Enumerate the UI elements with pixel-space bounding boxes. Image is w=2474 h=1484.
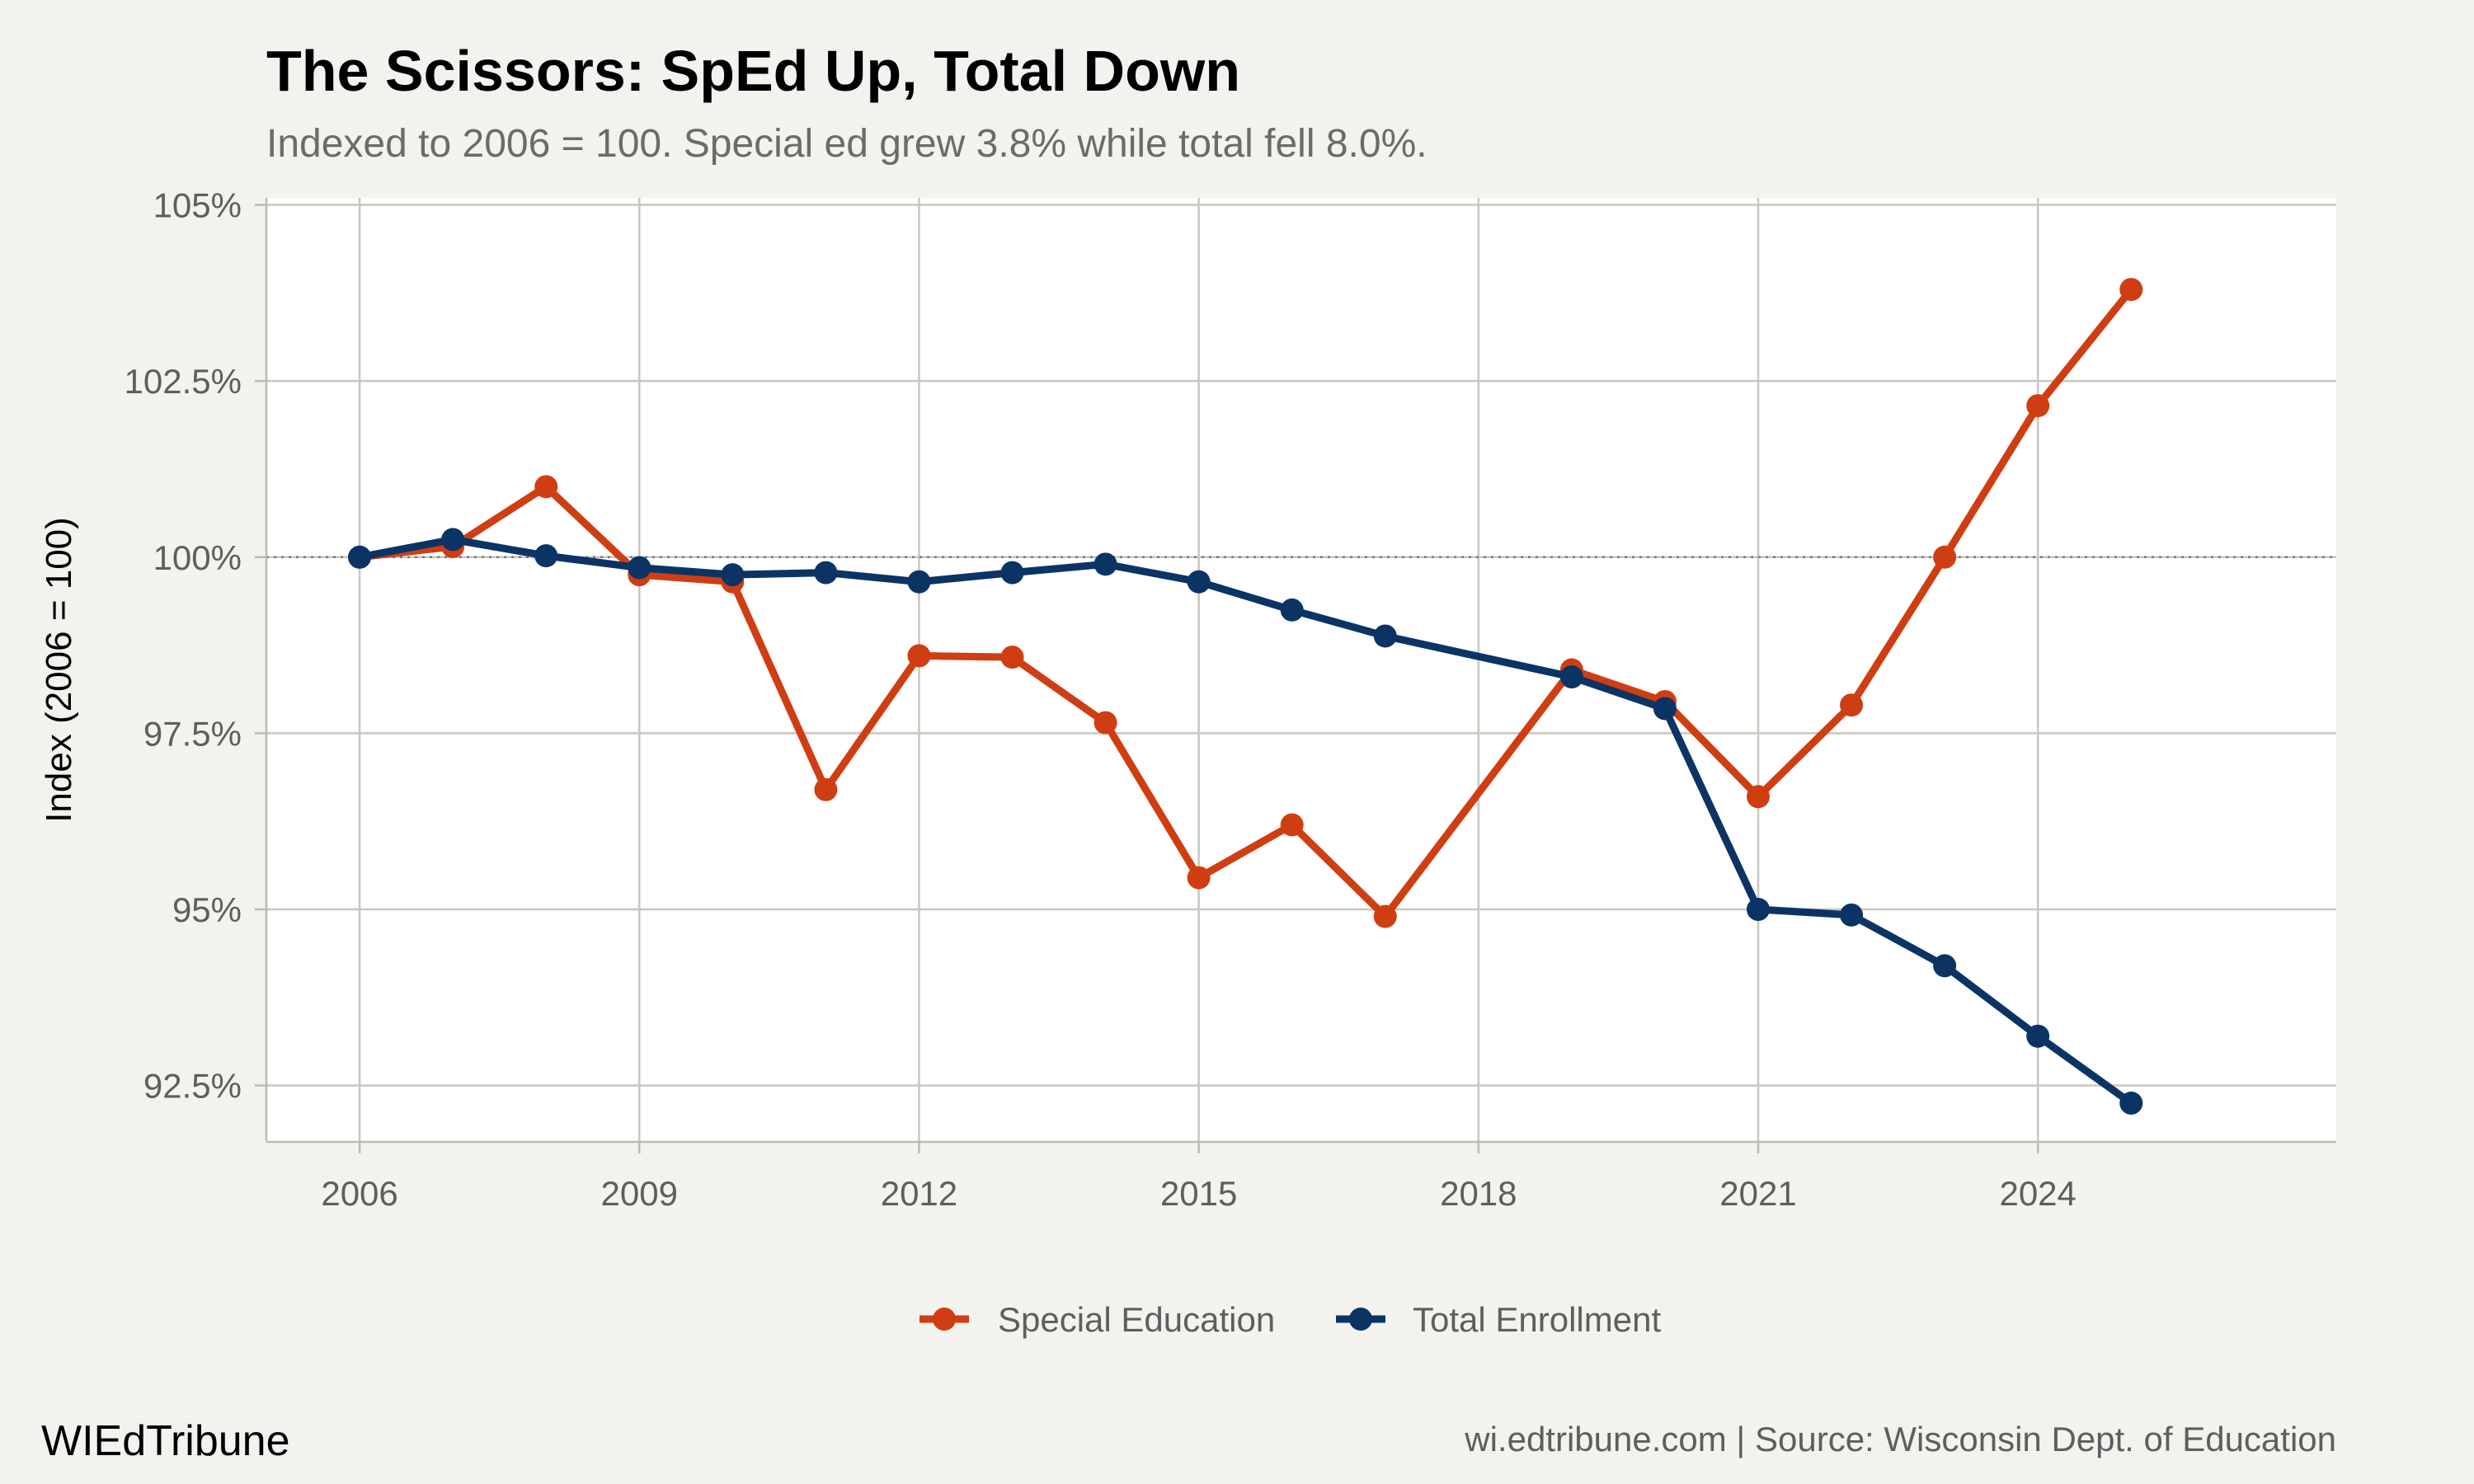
chart-title: The Scissors: SpEd Up, Total Down [266,39,1240,103]
x-tick-label: 2009 [601,1174,678,1213]
total-enrollment-point [1840,903,1864,927]
special-education-point [1747,785,1771,809]
legend-key-total-enrollment [1336,1308,1385,1331]
special-education-point [1094,711,1117,735]
grid [266,198,2336,1142]
total-enrollment-series [348,528,2143,1115]
chart-subtitle: Indexed to 2006 = 100. Special ed grew 3… [266,122,1427,166]
legend-swatch-point [933,1308,956,1331]
legend-key-special-education [920,1308,969,1331]
total-enrollment-point [2026,1024,2050,1048]
total-enrollment-point [1559,665,1583,689]
axes: 2006 2009 2012 2015 2018 2021 2024 92.5% 95% 97.5… [125,186,2336,1213]
special-education-point [1187,866,1211,890]
y-tick-label: 92.5% [143,1067,242,1106]
brand-logo-text: WIEdTribune [41,1417,290,1465]
total-enrollment-point [907,570,931,594]
special-education-point [1840,693,1864,717]
total-enrollment-point [1000,561,1024,585]
y-tick-label: 102.5% [125,362,242,401]
total-enrollment-point [1653,697,1677,721]
y-tick-label: 95% [172,890,242,929]
x-tick-label: 2006 [321,1174,397,1213]
special-education-point [1373,904,1397,928]
series-layer [348,278,2143,1115]
total-enrollment-point [1280,598,1304,622]
total-enrollment-point [2119,1092,2143,1115]
y-tick-label: 100% [153,538,242,577]
legend: Special Education Total Enrollment [920,1300,1661,1339]
x-tick-label: 2015 [1160,1174,1237,1213]
total-enrollment-point [1373,624,1397,648]
total-enrollment-point [1187,570,1211,594]
special-education-point [1000,646,1024,669]
x-tick-label: 2012 [881,1174,957,1213]
total-enrollment-point [1747,898,1771,922]
total-enrollment-point [1933,954,1957,978]
special-education-point [534,475,558,499]
special-education-point [2119,278,2143,302]
y-axis-title: Index (2006 = 100) [39,517,79,823]
legend-label-total-enrollment: Total Enrollment [1413,1300,1661,1339]
plot-panel [266,198,2336,1142]
total-enrollment-point [348,545,372,569]
special-education-point [2026,394,2050,418]
total-enrollment-point [534,544,558,568]
special-education-point [1280,813,1304,837]
x-tick-label: 2018 [1440,1174,1517,1213]
source-caption: wi.edtribune.com | Source: Wisconsin Dep… [1464,1420,2336,1458]
total-enrollment-point [628,556,651,580]
y-tick-label: 97.5% [143,714,242,753]
special-education-point [814,777,838,801]
special-education-point [907,644,931,668]
y-tick-label: 105% [153,186,242,225]
total-enrollment-point [1094,552,1117,576]
x-tick-label: 2021 [1719,1174,1796,1213]
x-tick-label: 2024 [1999,1174,2076,1213]
legend-swatch-point [1349,1308,1372,1331]
legend-label-special-education: Special Education [998,1300,1275,1339]
total-enrollment-point [814,561,838,585]
total-enrollment-point [721,563,745,587]
total-enrollment-point [441,528,465,552]
special-education-point [1933,545,1957,569]
